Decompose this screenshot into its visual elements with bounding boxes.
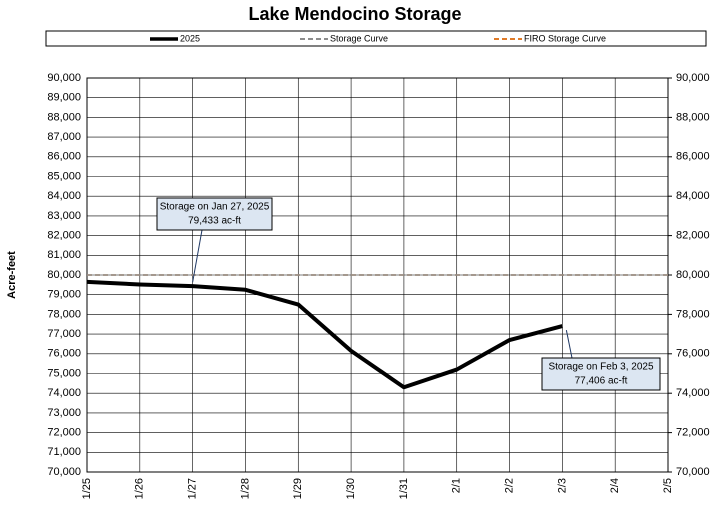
x-tick-label: 1/29 (292, 478, 304, 499)
y2-tick-label: 72,000 (676, 427, 710, 439)
y-tick-label: 77,000 (47, 328, 81, 340)
legend-label: 2025 (180, 33, 200, 43)
annotation-text: 77,406 ac-ft (575, 376, 628, 387)
annotation-text: 79,433 ac-ft (188, 216, 241, 227)
x-tick-label: 1/30 (345, 478, 357, 499)
y2-tick-label: 86,000 (676, 151, 710, 163)
annotation-arrow (192, 229, 203, 283)
y-tick-label: 86,000 (47, 151, 81, 163)
x-tick-label: 1/25 (81, 478, 93, 499)
x-tick-label: 2/1 (451, 478, 463, 493)
y-tick-label: 87,000 (47, 131, 81, 143)
y-tick-label: 70,000 (47, 466, 81, 478)
y-tick-label: 74,000 (47, 387, 81, 399)
y-tick-label: 76,000 (47, 348, 81, 360)
y-tick-label: 90,000 (47, 72, 81, 84)
y-tick-label: 72,000 (47, 427, 81, 439)
y-tick-label: 79,000 (47, 289, 81, 301)
annotation-text: Storage on Jan 27, 2025 (160, 202, 270, 213)
x-tick-label: 1/26 (134, 478, 146, 499)
y-tick-label: 85,000 (47, 170, 81, 182)
y2-tick-label: 82,000 (676, 230, 710, 242)
legend (45, 30, 707, 47)
y2-tick-label: 90,000 (676, 72, 710, 84)
annotation-arrow (565, 330, 573, 359)
annotation-box (541, 357, 661, 391)
y-axis-label: Acre-feet (6, 251, 18, 299)
chart-title: Lake Mendocino Storage (248, 4, 461, 24)
y2-tick-label: 80,000 (676, 269, 710, 281)
x-tick-label: 2/2 (503, 478, 515, 493)
x-tick-label: 2/4 (609, 478, 621, 493)
y-tick-label: 78,000 (47, 308, 81, 320)
x-tick-label: 1/27 (187, 478, 199, 499)
y2-tick-label: 76,000 (676, 348, 710, 360)
y-tick-label: 82,000 (47, 230, 81, 242)
annotation-text: Storage on Feb 3, 2025 (548, 362, 654, 373)
y2-tick-label: 70,000 (676, 466, 710, 478)
y2-tick-label: 78,000 (676, 308, 710, 320)
y-tick-label: 83,000 (47, 210, 81, 222)
legend-label: FIRO Storage Curve (524, 33, 606, 43)
y-tick-label: 75,000 (47, 367, 81, 379)
y2-tick-label: 88,000 (676, 111, 710, 123)
y-tick-label: 81,000 (47, 249, 81, 261)
y2-tick-label: 74,000 (676, 387, 710, 399)
annotation-box (156, 197, 273, 231)
y-tick-label: 88,000 (47, 111, 81, 123)
series-line (86, 279, 563, 390)
y-tick-label: 73,000 (47, 407, 81, 419)
x-tick-label: 2/5 (662, 478, 674, 493)
x-tick-label: 2/3 (556, 478, 568, 493)
y2-tick-label: 84,000 (676, 190, 710, 202)
x-tick-label: 1/28 (239, 478, 251, 499)
legend-label: Storage Curve (330, 33, 388, 43)
y-tick-label: 84,000 (47, 190, 81, 202)
y-tick-label: 89,000 (47, 92, 81, 104)
x-tick-label: 1/31 (398, 478, 410, 499)
y-tick-label: 80,000 (47, 269, 81, 281)
y-tick-label: 71,000 (47, 446, 81, 458)
